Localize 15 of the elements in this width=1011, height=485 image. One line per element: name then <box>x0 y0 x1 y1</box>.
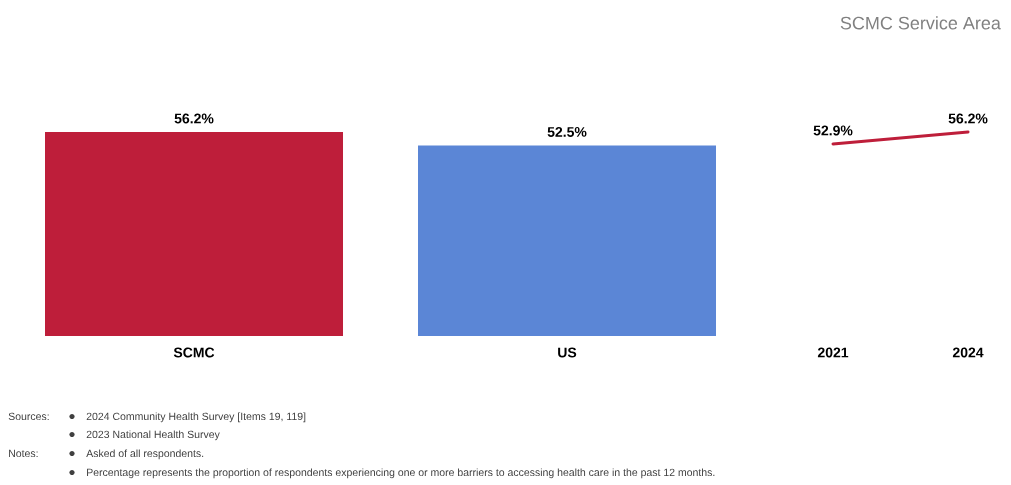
data-label: 56.2% <box>948 113 988 124</box>
source-note: Sources: <box>8 412 49 421</box>
data-label: 52.9% <box>813 125 853 136</box>
text: 2024 Community Health Survey [Items 19, 119] <box>86 412 306 423</box>
x-tick-label: SCMC <box>173 347 215 358</box>
text: Asked of all respondents. <box>86 449 204 460</box>
chart-title: SCMC Service Area <box>840 16 1001 30</box>
text: 2023 National Health Survey <box>86 430 220 441</box>
data-label: 56.2% <box>174 113 214 124</box>
text: Percentage represents the proportion of respondents experiencing one or more barriers to accessing health care in the past 12 months. <box>87 468 715 479</box>
x-tick-label: 2021 <box>817 347 849 358</box>
x-tick-label: US <box>558 347 577 358</box>
x-tick-label: 2024 <box>952 347 984 358</box>
text: Notes: <box>9 449 38 458</box>
data-label: 52.5% <box>547 126 587 137</box>
